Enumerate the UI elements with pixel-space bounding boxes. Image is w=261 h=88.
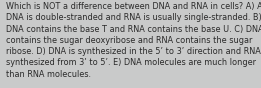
Text: Which is NOT a difference between DNA and RNA in cells? A) A
DNA is double-stran: Which is NOT a difference between DNA an… <box>6 2 261 79</box>
